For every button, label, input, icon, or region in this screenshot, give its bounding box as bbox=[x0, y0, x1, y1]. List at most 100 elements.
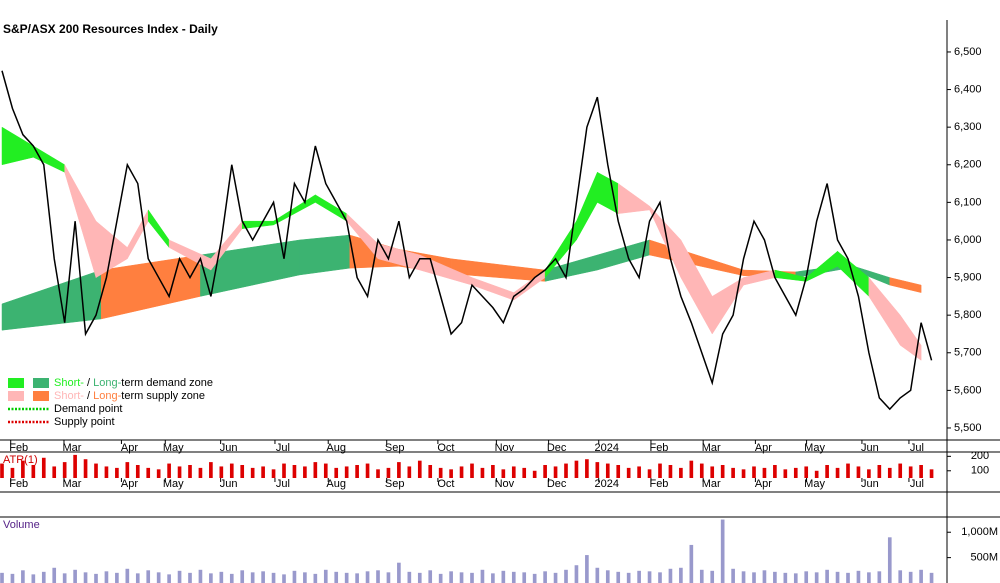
atr-bar bbox=[647, 469, 652, 478]
legend-swatch bbox=[33, 378, 49, 388]
volume-bar bbox=[553, 572, 558, 583]
volume-bar bbox=[679, 567, 683, 583]
atr-bar bbox=[605, 463, 610, 478]
x-tick-label: Aug bbox=[326, 478, 346, 490]
volume-bar bbox=[720, 519, 725, 583]
volume-bar bbox=[334, 571, 339, 583]
volume-bar bbox=[595, 567, 600, 583]
volume-bar bbox=[386, 572, 391, 583]
y-tick-label: 6,400 bbox=[954, 83, 982, 95]
atr-bar bbox=[198, 467, 203, 478]
atr-bar bbox=[104, 466, 109, 478]
atr-bar bbox=[219, 466, 224, 478]
y-tick-label: 500M bbox=[970, 552, 998, 564]
atr-bar bbox=[793, 467, 798, 478]
volume-bar bbox=[135, 573, 140, 583]
volume-bar bbox=[146, 570, 151, 583]
atr-bar bbox=[511, 466, 516, 478]
atr-bar bbox=[553, 466, 558, 478]
atr-bar bbox=[658, 463, 662, 478]
atr-bar bbox=[115, 467, 119, 478]
atr-bar bbox=[867, 469, 871, 478]
atr-bar bbox=[543, 465, 547, 478]
atr-bar bbox=[480, 467, 485, 478]
atr-bar bbox=[825, 465, 829, 478]
volume-bar bbox=[929, 572, 934, 583]
volume-bar bbox=[240, 570, 245, 583]
legend-text: Long- bbox=[93, 377, 121, 389]
atr-bar bbox=[856, 466, 861, 478]
atr-bar bbox=[846, 463, 850, 478]
x-tick-label: Oct bbox=[437, 478, 454, 490]
atr-bar bbox=[156, 469, 161, 478]
legend-text: Long- bbox=[93, 390, 121, 402]
legend-swatch bbox=[8, 391, 24, 401]
atr-bar bbox=[271, 469, 276, 478]
atr-bar bbox=[188, 465, 192, 478]
atr-bar bbox=[689, 460, 694, 478]
atr-bar bbox=[699, 463, 704, 478]
x-tick-label: Feb bbox=[9, 478, 28, 490]
volume-bar bbox=[480, 569, 485, 583]
atr-bar bbox=[459, 466, 464, 478]
atr-bar bbox=[449, 469, 453, 478]
price-line bbox=[1, 70, 933, 411]
volume-bar bbox=[741, 571, 746, 583]
atr-bar bbox=[522, 467, 527, 478]
y-tick-label: 5,900 bbox=[954, 271, 982, 283]
volume-bar bbox=[323, 569, 328, 583]
volume-bar bbox=[83, 572, 88, 583]
volume-bar bbox=[491, 573, 495, 583]
volume-bar bbox=[219, 571, 224, 583]
volume-bar bbox=[407, 571, 412, 583]
atr-bar bbox=[595, 462, 600, 478]
volume-bar bbox=[647, 571, 652, 583]
volume-bar bbox=[438, 573, 443, 583]
long-term-zone bbox=[889, 277, 922, 293]
x-tick-label: Apr bbox=[755, 478, 772, 490]
volume-bar bbox=[104, 571, 109, 583]
legend-text: / bbox=[84, 390, 93, 402]
volume-bar bbox=[564, 569, 568, 583]
atr-bar bbox=[417, 460, 422, 478]
volume-bar bbox=[501, 570, 506, 583]
legend-text: Short- bbox=[54, 377, 84, 389]
volume-bar bbox=[814, 572, 819, 583]
atr-bar bbox=[731, 467, 735, 478]
atr-bar bbox=[679, 467, 683, 478]
atr-bar bbox=[21, 460, 25, 478]
volume-bar bbox=[177, 570, 182, 583]
volume-bar bbox=[626, 572, 631, 583]
y-tick-label: 5,800 bbox=[954, 309, 982, 321]
atr-bar bbox=[355, 465, 359, 478]
atr-bar bbox=[386, 467, 391, 478]
atr-bar bbox=[574, 460, 579, 478]
volume-bar bbox=[417, 572, 422, 583]
volume-bar bbox=[449, 571, 453, 583]
volume-bar bbox=[115, 572, 119, 583]
atr-bar bbox=[898, 463, 903, 478]
atr-bar bbox=[877, 465, 882, 478]
y-tick-label: 5,700 bbox=[954, 347, 982, 359]
atr-bar bbox=[752, 466, 756, 478]
x-tick-label: Jul bbox=[276, 478, 290, 490]
atr-bar bbox=[710, 466, 715, 478]
x-tick-label: Apr bbox=[121, 478, 138, 490]
atr-bar bbox=[261, 466, 265, 478]
volume-bar bbox=[188, 572, 192, 583]
atr-bar bbox=[929, 469, 934, 478]
x-tick-label: Jun bbox=[220, 478, 238, 490]
atr-bar bbox=[73, 454, 77, 478]
y-tick-label: 5,600 bbox=[954, 384, 982, 396]
x-tick-label: Mar bbox=[702, 442, 721, 454]
volume-bar bbox=[355, 573, 359, 583]
atr-bar bbox=[564, 463, 568, 478]
volume-bar bbox=[167, 574, 171, 583]
chart-title: S&P/ASX 200 Resources Index - Daily bbox=[3, 22, 218, 36]
volume-bar bbox=[846, 572, 850, 583]
x-tick-label: May bbox=[804, 442, 825, 454]
x-tick-label: Jul bbox=[910, 478, 924, 490]
volume-bar bbox=[94, 573, 98, 583]
volume-bar bbox=[867, 572, 871, 583]
volume-bar bbox=[459, 572, 464, 583]
